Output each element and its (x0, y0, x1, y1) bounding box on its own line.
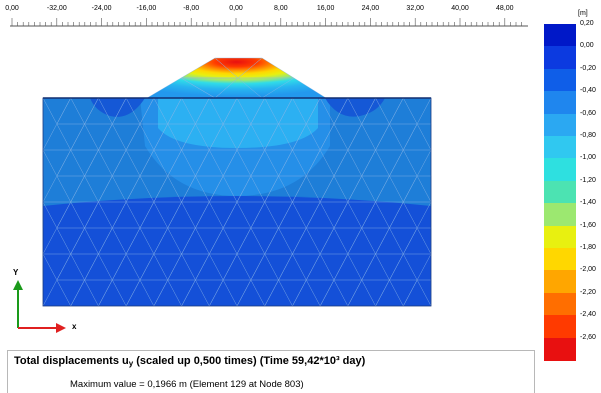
legend-label: -1,60 (580, 221, 596, 229)
ruler-label: -24,00 (91, 5, 112, 12)
title-subscript: y (128, 359, 134, 368)
displacement-plot (13, 57, 432, 333)
ruler-label: 32,00 (406, 5, 424, 12)
heave-zone-right (325, 98, 385, 117)
ruler-label: 48,00 (496, 5, 514, 12)
ruler-label: -16,00 (136, 5, 157, 12)
deep-zone (43, 196, 431, 306)
title-prefix: Total displacements u (14, 355, 129, 367)
legend-label: -1,20 (580, 176, 596, 184)
x-axis-head (56, 323, 66, 333)
y-axis-label: Y (13, 268, 19, 277)
legend-swatch (544, 136, 576, 159)
heave-zone-left (90, 98, 145, 117)
ruler-label: -32,00 (46, 5, 67, 12)
x-axis-label: x (72, 322, 77, 331)
ruler-label: 8,00 (273, 5, 288, 12)
legend-label: -1,40 (580, 199, 596, 207)
legend-swatch (544, 68, 576, 92)
legend-label: -0,40 (580, 87, 596, 95)
ruler-label: 0,00 (5, 5, 19, 12)
maximum-value: Maximum value = 0,1966 m (Element 129 at… (70, 379, 304, 390)
legend-swatch (544, 180, 576, 204)
legend-swatch (544, 91, 576, 115)
legend-swatch (544, 315, 576, 339)
ruler-label: 40,00 (451, 5, 469, 12)
legend-label: -2,00 (580, 266, 596, 274)
legend-swatch (544, 248, 576, 271)
legend-swatch (544, 270, 576, 294)
legend-label: -2,20 (580, 288, 596, 296)
legend-label: 0,00 (580, 42, 594, 50)
legend-swatch (544, 203, 576, 227)
color-legend: [m] 0,20 0,00 -0,20 -0,40 -0,60 -0,80 -1,00 -1,… (540, 10, 601, 361)
legend-label: -0,60 (580, 109, 596, 117)
ruler-ticks (10, 18, 528, 27)
top-ruler: 0,00 -32,00 -24,00 -16,00 -8,00 0,00 8,00 16,00… (0, 0, 535, 36)
legend-label: 0,20 (580, 20, 594, 27)
legend-unit: [m] (578, 10, 588, 17)
legend-label: -1,00 (580, 154, 596, 162)
legend-label: -1,80 (580, 244, 596, 251)
legend-swatch (544, 337, 576, 361)
ruler-label: 24,00 (361, 5, 380, 12)
legend-swatch (544, 113, 576, 137)
ruler-label: 16,00 (316, 5, 335, 12)
legend-swatch (544, 46, 576, 70)
legend-swatch (544, 225, 576, 249)
legend-label: -0,80 (580, 132, 596, 139)
ruler-label: 0,00 (229, 5, 243, 12)
soil-outline (42, 97, 432, 307)
y-axis-head (13, 280, 23, 290)
info-panel: Total displacements uy (scaled up 0,500 … (7, 350, 535, 393)
title-suffix: (scaled up 0,500 times) (Time 59,42*10³ … (133, 355, 366, 367)
legend-label: -2,40 (580, 311, 596, 319)
legend-label: -2,60 (580, 333, 596, 341)
ruler-label: -8,00 (183, 5, 200, 12)
mesh-lines (42, 57, 432, 307)
legend-swatch (544, 158, 576, 182)
legend-label: -0,20 (580, 64, 596, 72)
info-title: Total displacements uy (scaled up 0,500 … (14, 355, 365, 368)
legend-swatch (544, 24, 576, 47)
settlement-bowl-inner (158, 98, 318, 148)
legend-swatch (544, 292, 576, 316)
